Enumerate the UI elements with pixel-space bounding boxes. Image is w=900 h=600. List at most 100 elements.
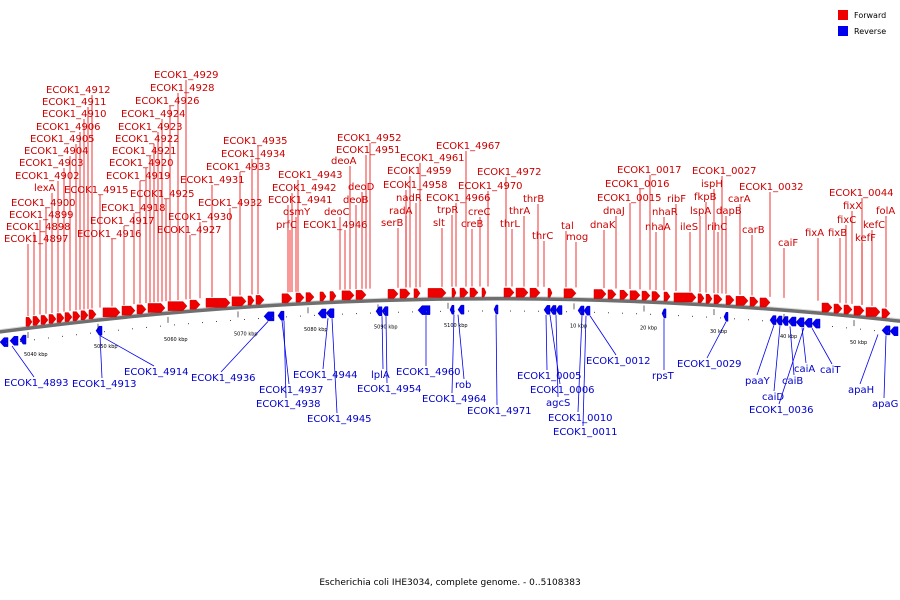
reverse-gene-label-caia: caiA bbox=[794, 364, 815, 375]
reverse-leader-line bbox=[577, 315, 583, 413]
forward-feature-arrow bbox=[427, 288, 447, 298]
forward-gene-label-caif: caiF bbox=[778, 238, 798, 249]
forward-feature-arrow bbox=[651, 291, 661, 301]
forward-gene-label-ecok1-4951: ECOK1_4951 bbox=[336, 145, 401, 156]
forward-gene-label-fixb: fixB bbox=[828, 228, 847, 239]
reverse-leader-lines bbox=[11, 314, 887, 427]
minor-tick-dot bbox=[146, 326, 147, 328]
forward-gene-label-ribf: ribF bbox=[667, 194, 686, 205]
forward-features bbox=[25, 287, 891, 327]
reverse-feature-arrow bbox=[263, 311, 275, 322]
minor-tick-dot bbox=[300, 315, 301, 317]
forward-feature-arrow bbox=[64, 312, 73, 322]
minor-tick-dot bbox=[216, 320, 217, 322]
minor-tick-dot bbox=[664, 314, 665, 316]
forward-feature-arrow bbox=[697, 293, 705, 304]
scale-tick-label: 30 kbp bbox=[710, 329, 727, 335]
reverse-leader-line bbox=[778, 327, 805, 405]
minor-tick-dot bbox=[594, 311, 595, 313]
forward-gene-label-thrl: thrL bbox=[500, 219, 520, 230]
forward-gene-label-ecok1-4925: ECOK1_4925 bbox=[130, 189, 195, 200]
minor-tick-dot bbox=[384, 312, 385, 314]
forward-gene-label-ecok1-4929: ECOK1_4929 bbox=[154, 70, 219, 81]
forward-gene-label-ecok1-4906: ECOK1_4906 bbox=[36, 122, 101, 133]
forward-gene-label-trpr: trpR bbox=[437, 205, 458, 216]
reverse-gene-label-ecok1-0029: ECOK1_0029 bbox=[677, 359, 742, 370]
minor-tick-dot bbox=[188, 323, 189, 325]
minor-tick-dot bbox=[412, 311, 413, 313]
reverse-gene-label-ecok1-0005: ECOK1_0005 bbox=[517, 371, 582, 382]
reverse-leader-line bbox=[801, 327, 807, 364]
forward-gene-label-ecok1-4926: ECOK1_4926 bbox=[135, 96, 200, 107]
forward-feature-arrow bbox=[759, 297, 771, 308]
reverse-leader-line bbox=[549, 314, 561, 385]
forward-feature-arrow bbox=[547, 288, 553, 298]
reverse-leader-line bbox=[385, 316, 388, 384]
forward-gene-label-mog: mog bbox=[566, 232, 588, 243]
forward-gene-label-fola: folA bbox=[876, 206, 895, 217]
minor-tick-dot bbox=[748, 319, 749, 321]
legend-reverse-swatch bbox=[838, 26, 848, 36]
forward-feature-arrow bbox=[725, 295, 735, 305]
reverse-gene-label-lpla: lplA bbox=[371, 370, 390, 381]
scale-tick-label: 5100 kbp bbox=[444, 323, 468, 329]
reverse-leader-line bbox=[706, 321, 727, 359]
reverse-feature-arrow bbox=[449, 304, 455, 315]
minor-tick-dot bbox=[524, 310, 525, 312]
reverse-feature-arrow bbox=[881, 325, 891, 336]
forward-gene-label-ecok1-4898: ECOK1_4898 bbox=[6, 222, 71, 233]
forward-gene-label-nhaa: nhaA bbox=[645, 222, 671, 233]
forward-gene-label-ecok1-4922: ECOK1_4922 bbox=[115, 134, 180, 145]
forward-gene-label-ecok1-4920: ECOK1_4920 bbox=[109, 158, 174, 169]
forward-feature-arrow bbox=[32, 316, 41, 326]
reverse-feature-arrow bbox=[375, 306, 383, 317]
reverse-feature-arrow bbox=[277, 310, 285, 321]
forward-feature-arrow bbox=[843, 304, 853, 315]
reverse-features bbox=[0, 304, 899, 347]
reverse-gene-label-ecok1-4914: ECOK1_4914 bbox=[124, 367, 189, 378]
forward-feature-arrow bbox=[295, 292, 305, 303]
forward-gene-label-ecok1-4902: ECOK1_4902 bbox=[15, 171, 80, 182]
forward-feature-arrow bbox=[399, 288, 411, 299]
forward-gene-label-ecok1-4924: ECOK1_4924 bbox=[121, 109, 186, 120]
forward-gene-label-ecok1-4899: ECOK1_4899 bbox=[9, 210, 74, 221]
minor-tick-dot bbox=[132, 328, 133, 330]
forward-gene-label-ecok1-4923: ECOK1_4923 bbox=[118, 122, 183, 133]
minor-tick-dot bbox=[776, 321, 777, 323]
minor-tick-dot bbox=[314, 314, 315, 316]
minor-tick-dot bbox=[706, 316, 707, 318]
minor-tick-dot bbox=[454, 310, 455, 312]
forward-gene-label-dapb: dapB bbox=[716, 206, 742, 217]
reverse-leader-line bbox=[99, 335, 103, 379]
reverse-feature-arrow bbox=[95, 325, 103, 336]
forward-gene-label-fixx: fixX bbox=[843, 201, 862, 212]
reverse-gene-label-agcs: agcS bbox=[546, 398, 570, 409]
minor-tick-dot bbox=[440, 310, 441, 312]
forward-gene-label-ecok1-4915: ECOK1_4915 bbox=[64, 185, 129, 196]
forward-gene-label-ecok1-4921: ECOK1_4921 bbox=[112, 146, 177, 157]
legend-reverse-label: Reverse bbox=[854, 26, 887, 36]
minor-tick-dot bbox=[272, 317, 273, 319]
forward-gene-label-crec: creC bbox=[468, 207, 491, 218]
minor-tick-dot bbox=[342, 313, 343, 315]
forward-gene-label-ecok1-0015: ECOK1_0015 bbox=[597, 193, 662, 204]
forward-feature-arrow bbox=[481, 287, 487, 298]
forward-feature-arrow bbox=[593, 289, 607, 299]
forward-gene-label-ecok1-4911: ECOK1_4911 bbox=[42, 97, 107, 108]
minor-tick-dot bbox=[104, 331, 105, 333]
forward-gene-label-ecok1-4930: ECOK1_4930 bbox=[168, 212, 233, 223]
minor-tick-dot bbox=[174, 324, 175, 326]
reverse-leader-line bbox=[322, 318, 329, 370]
forward-gene-label-ecok1-4952: ECOK1_4952 bbox=[337, 133, 402, 144]
reverse-gene-label-paay: paaY bbox=[745, 376, 771, 387]
reverse-feature-arrow bbox=[781, 316, 789, 326]
minor-tick-dot bbox=[622, 312, 623, 314]
reverse-feature-arrow bbox=[19, 334, 27, 345]
forward-feature-arrow bbox=[469, 287, 479, 298]
reverse-leader-line bbox=[220, 321, 269, 373]
minor-tick-dot bbox=[468, 310, 469, 312]
reverse-gene-label-ecok1-4937: ECOK1_4937 bbox=[259, 385, 324, 396]
reverse-feature-arrow bbox=[723, 312, 729, 322]
reverse-feature-arrow bbox=[543, 305, 551, 315]
reverse-leader-line bbox=[756, 325, 775, 376]
